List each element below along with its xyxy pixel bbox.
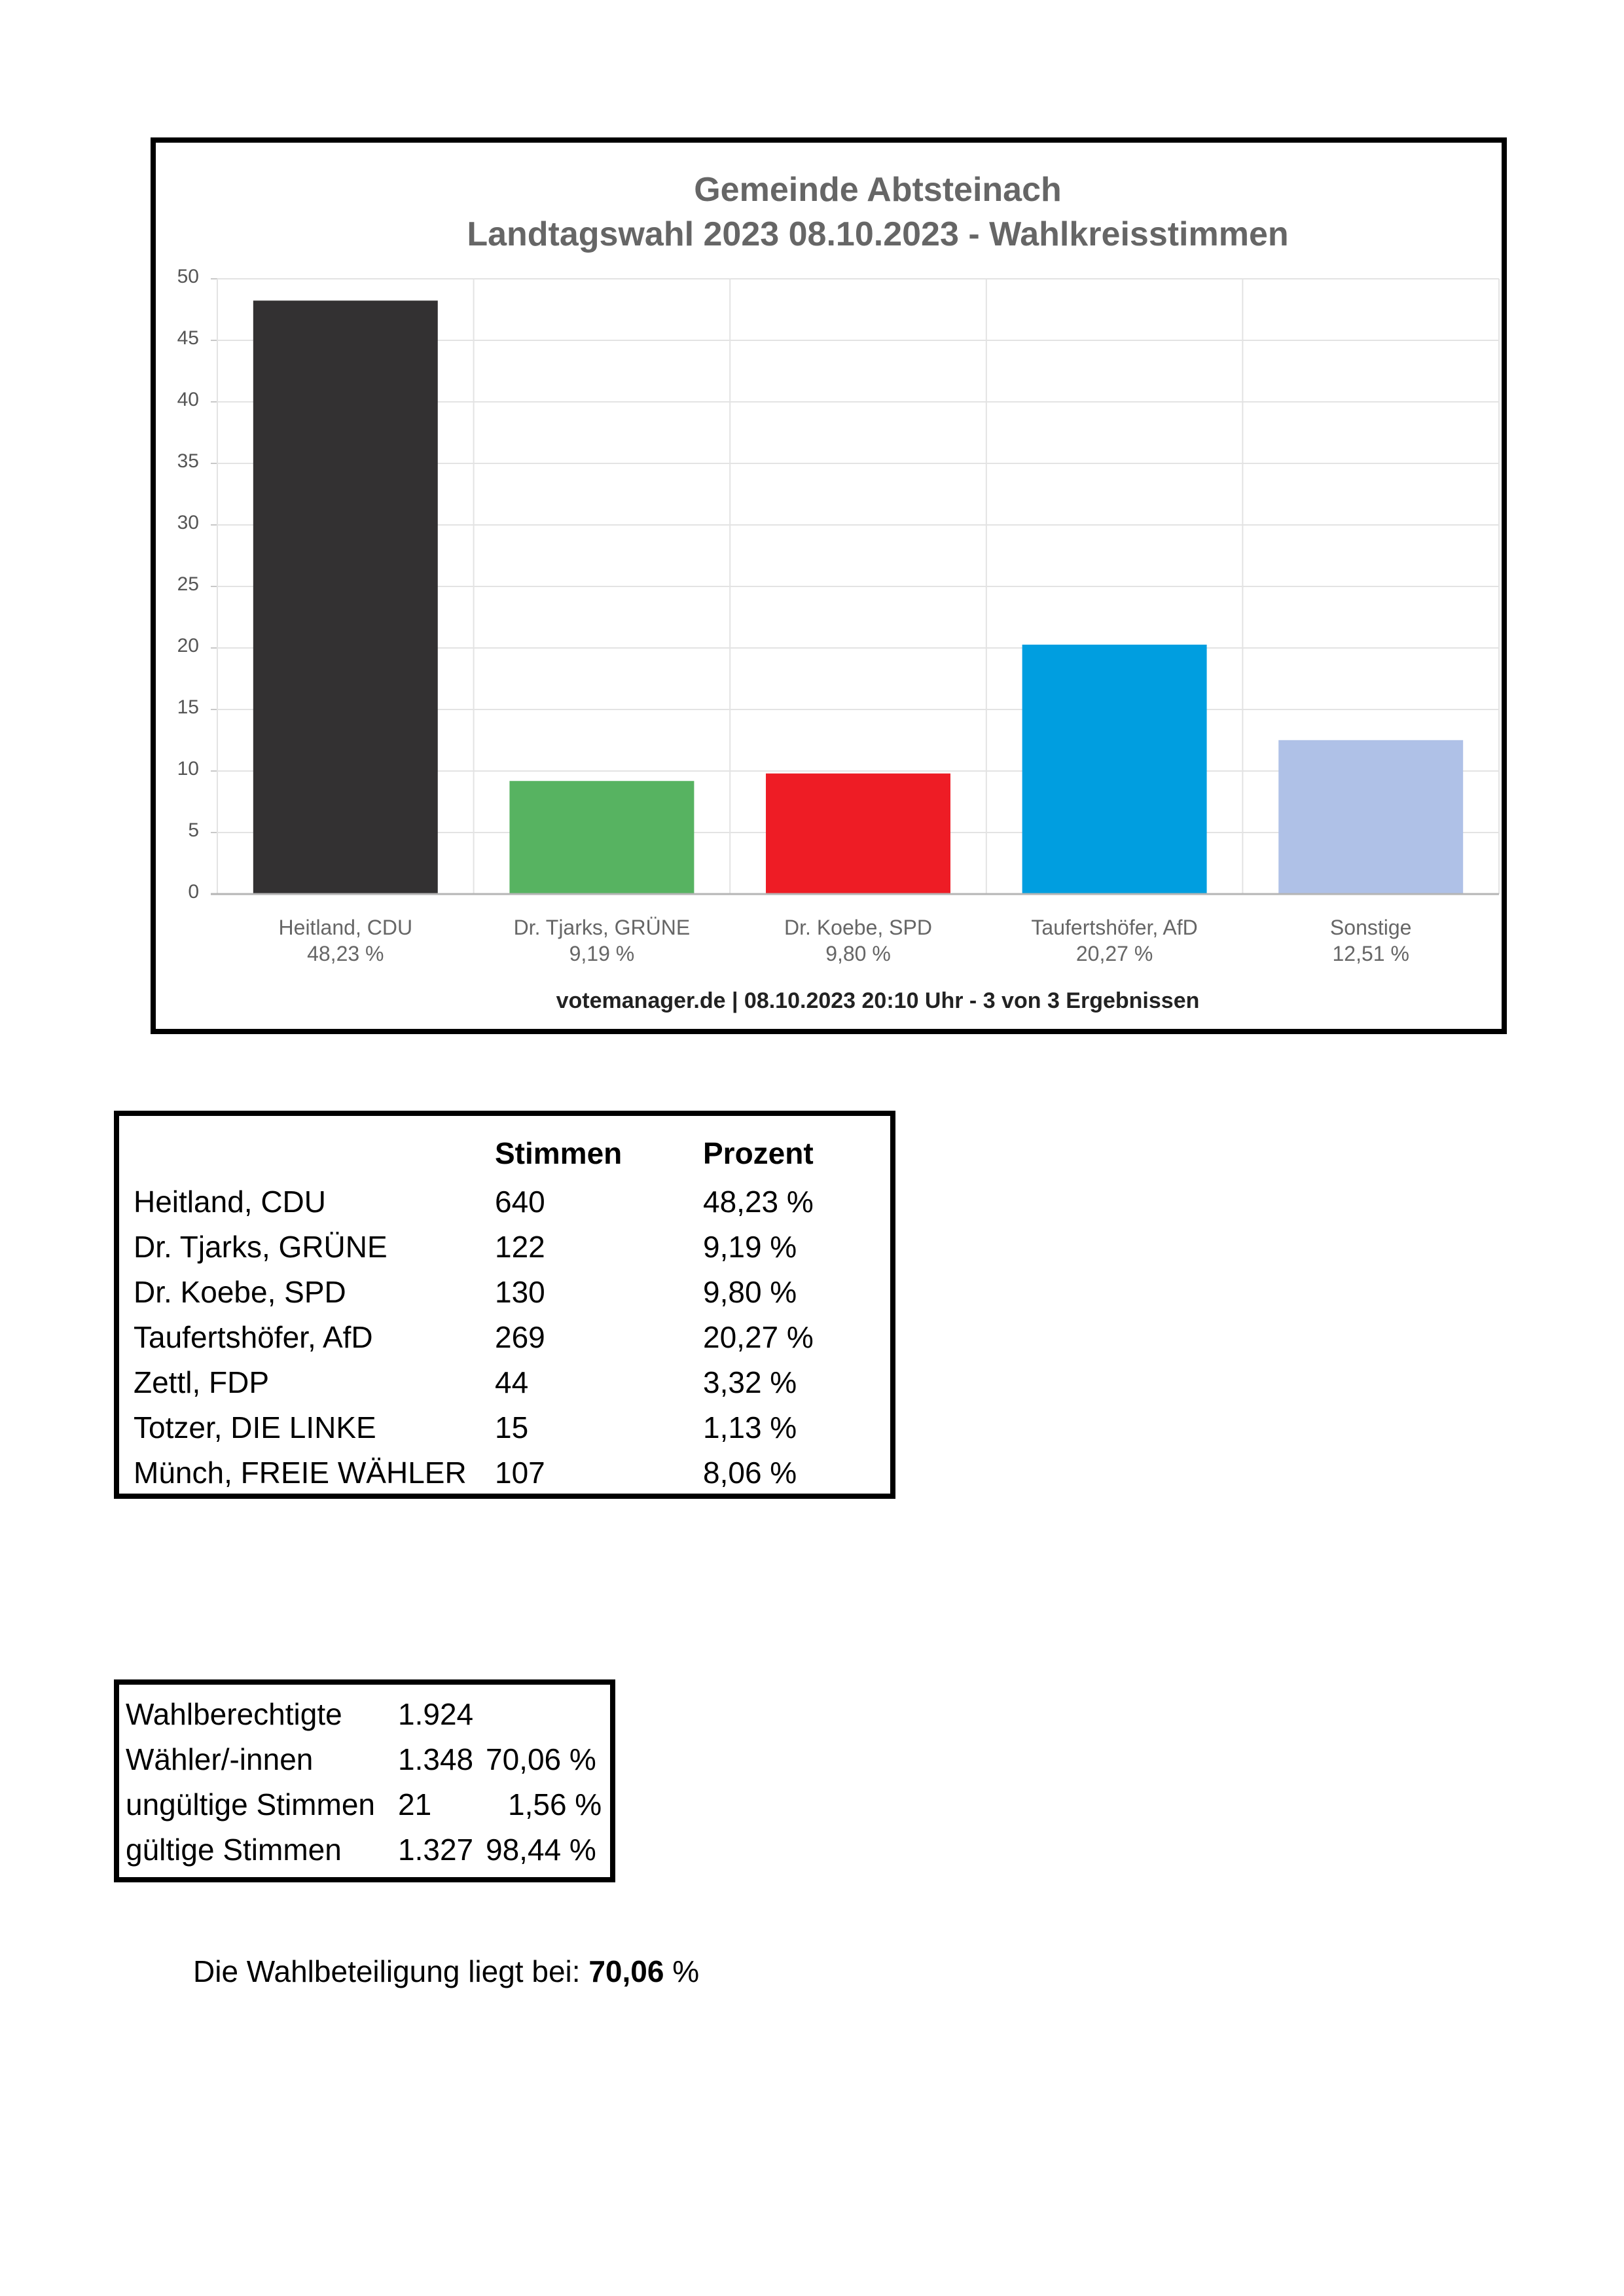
summary-percent: 98,44 % xyxy=(486,1832,596,1867)
results-table: Stimmen Prozent Heitland, CDU 640 48,23 … xyxy=(114,1111,895,1499)
candidate-percent: 9,80 % xyxy=(703,1274,797,1309)
table-row: Totzer, DIE LINKE 15 1,13 % xyxy=(134,1405,886,1450)
summary-count: 1.327 xyxy=(398,1832,474,1867)
turnout-label: Die Wahlbeteiligung liegt bei: xyxy=(193,1954,581,1988)
bar-chart: Gemeinde Abtsteinach Landtagswahl 2023 08… xyxy=(177,171,1500,1013)
y-tick-label: 5 xyxy=(188,819,199,841)
chart-footer: votemanager.de | 08.10.2023 20:10 Uhr - … xyxy=(556,988,1200,1013)
summary-percent xyxy=(486,1691,610,1736)
candidate-percent: 1,13 % xyxy=(703,1410,797,1444)
y-tick-label: 45 xyxy=(177,327,199,349)
candidate-name: Totzer, DIE LINKE xyxy=(134,1410,376,1444)
x-tick-label: Dr. Tjarks, GRÜNE xyxy=(514,916,691,939)
y-tick-label: 15 xyxy=(177,696,199,718)
x-tick-value-label: 48,23 % xyxy=(307,942,384,965)
candidate-votes: 44 xyxy=(495,1365,529,1399)
bar xyxy=(1022,644,1207,894)
turnout-value: 70,06 xyxy=(588,1954,664,1988)
table-row: Wahlberechtigte 1.924 xyxy=(126,1691,610,1736)
candidate-percent: 20,27 % xyxy=(703,1319,814,1354)
summary-count: 1.924 xyxy=(398,1696,474,1731)
bar xyxy=(766,773,950,894)
results-header-name xyxy=(134,1128,495,1179)
bar xyxy=(253,300,438,894)
y-tick-label: 40 xyxy=(177,389,199,410)
y-tick-label: 35 xyxy=(177,450,199,472)
table-row: Taufertshöfer, AfD 269 20,27 % xyxy=(134,1314,886,1359)
table-row: ungültige Stimmen 21 1,56 % xyxy=(126,1782,610,1827)
candidate-name: Dr. Koebe, SPD xyxy=(134,1274,346,1309)
y-tick-label: 25 xyxy=(177,573,199,595)
x-tick-value-label: 20,27 % xyxy=(1076,942,1153,965)
candidate-votes: 269 xyxy=(495,1319,545,1354)
y-tick-label: 30 xyxy=(177,512,199,533)
candidate-name: Münch, FREIE WÄHLER xyxy=(134,1455,467,1490)
candidate-name: Dr. Tjarks, GRÜNE xyxy=(134,1229,388,1264)
table-row: Heitland, CDU 640 48,23 % xyxy=(134,1179,886,1224)
turnout-line: Die Wahlbeteiligung liegt bei: 70,06 % xyxy=(193,1954,699,1989)
summary-count: 21 xyxy=(398,1787,432,1821)
candidate-votes: 640 xyxy=(495,1184,545,1219)
table-row: gültige Stimmen 1.327 98,44 % xyxy=(126,1827,610,1872)
x-tick-value-label: 9,80 % xyxy=(825,942,891,965)
chart-frame: Gemeinde Abtsteinach Landtagswahl 2023 08… xyxy=(151,137,1507,1034)
y-tick-label: 0 xyxy=(188,881,199,903)
x-tick-label: Dr. Koebe, SPD xyxy=(784,916,932,939)
x-tick-label: Taufertshöfer, AfD xyxy=(1031,916,1197,939)
chart-title: Gemeinde Abtsteinach xyxy=(694,171,1062,209)
table-row: Münch, FREIE WÄHLER 107 8,06 % xyxy=(134,1450,886,1495)
candidate-votes: 107 xyxy=(495,1455,545,1490)
candidate-name: Heitland, CDU xyxy=(134,1184,326,1219)
results-header-row: Stimmen Prozent xyxy=(134,1128,886,1179)
summary-table: Wahlberechtigte 1.924 Wähler/-innen 1.34… xyxy=(114,1679,615,1882)
y-tick-label: 10 xyxy=(177,758,199,780)
table-row: Wähler/-innen 1.348 70,06 % xyxy=(126,1736,610,1782)
turnout-unit: % xyxy=(672,1954,700,1988)
candidate-percent: 9,19 % xyxy=(703,1229,797,1264)
bar xyxy=(1278,740,1464,894)
candidate-percent: 8,06 % xyxy=(703,1455,797,1490)
summary-percent: 70,06 % xyxy=(486,1742,596,1776)
bar xyxy=(509,781,695,894)
table-row: Dr. Tjarks, GRÜNE 122 9,19 % xyxy=(134,1224,886,1269)
x-tick-label: Heitland, CDU xyxy=(279,916,413,939)
summary-label: gültige Stimmen xyxy=(126,1832,342,1867)
summary-count: 1.348 xyxy=(398,1742,474,1776)
summary-label: Wahlberechtigte xyxy=(126,1696,342,1731)
candidate-percent: 3,32 % xyxy=(703,1365,797,1399)
x-tick-value-label: 12,51 % xyxy=(1332,942,1409,965)
summary-label: ungültige Stimmen xyxy=(126,1787,375,1821)
candidate-votes: 122 xyxy=(495,1229,545,1264)
chart-subtitle: Landtagswahl 2023 08.10.2023 - Wahlkreis… xyxy=(467,215,1288,253)
summary-percent: 1,56 % xyxy=(508,1787,602,1821)
results-header-percent: Prozent xyxy=(703,1136,814,1170)
x-tick-value-label: 9,19 % xyxy=(569,942,635,965)
candidate-votes: 15 xyxy=(495,1410,529,1444)
summary-label: Wähler/-innen xyxy=(126,1742,314,1776)
results-header-votes: Stimmen xyxy=(495,1136,623,1170)
table-row: Dr. Koebe, SPD 130 9,80 % xyxy=(134,1269,886,1314)
candidate-name: Zettl, FDP xyxy=(134,1365,270,1399)
x-tick-label: Sonstige xyxy=(1330,916,1412,939)
y-tick-label: 20 xyxy=(177,635,199,656)
candidate-votes: 130 xyxy=(495,1274,545,1309)
table-row: Zettl, FDP 44 3,32 % xyxy=(134,1359,886,1405)
y-tick-label: 50 xyxy=(177,266,199,287)
candidate-name: Taufertshöfer, AfD xyxy=(134,1319,373,1354)
candidate-percent: 48,23 % xyxy=(703,1184,814,1219)
